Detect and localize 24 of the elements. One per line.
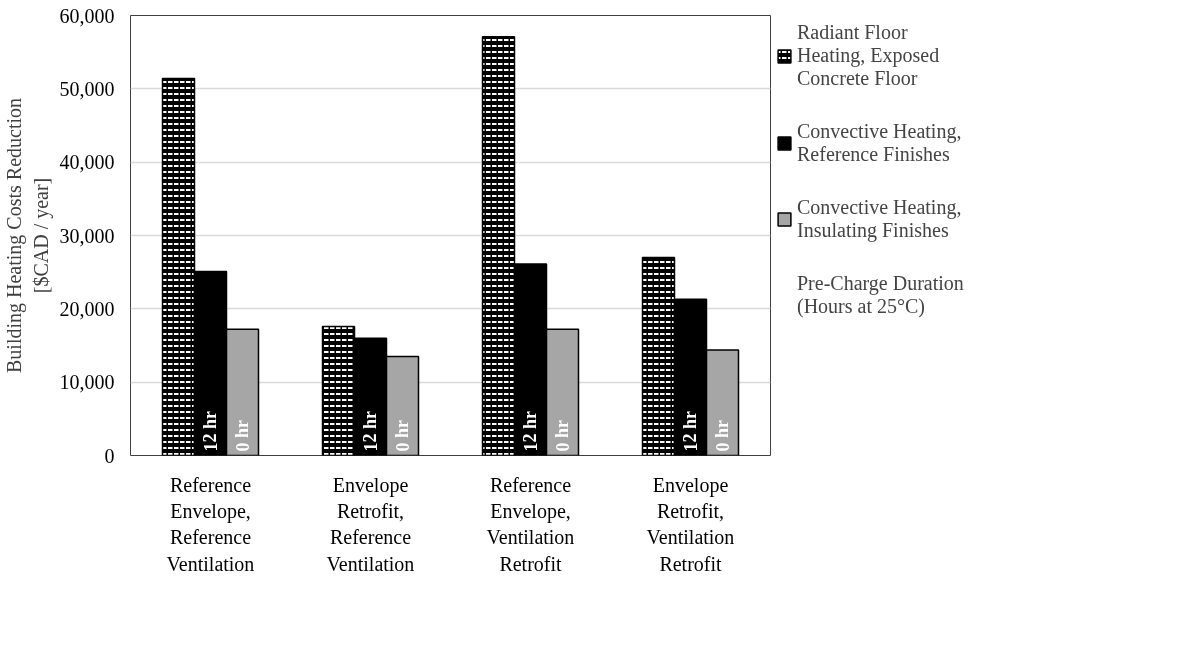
legend-label: Convective Heating, Reference Finishes [797,120,962,166]
y-tick-label: 30,000 [59,224,115,247]
annotation: 0 hr [232,419,253,452]
annotation: 0 hr [712,419,733,452]
y-tick-label: 60,000 [59,4,115,27]
y-tick-label: 40,000 [59,151,115,174]
x-tick-label: Envelope Retrofit, Reference Ventilation [326,473,415,575]
annotation: 12 hr [520,410,541,452]
legend-label: Radiant Floor Heating, Exposed Concrete Floor [797,21,940,90]
y-tick-label: 20,000 [59,297,115,320]
annotation: 12 hr [200,410,221,452]
annotation: 12 hr [360,410,381,452]
y-axis-title: Building Heating Costs Reduction [$CAD / year] [3,98,53,373]
annotation: 12 hr [680,410,701,452]
annotation: 0 hr [552,419,573,452]
text: Pre-Charge Duration (Hours at 25°C) [797,272,964,318]
x-tick-label: Envelope Retrofit, Ventilation Retrofit [646,473,735,575]
annotation: 0 hr [392,419,413,452]
x-tick-label: Reference Envelope, Reference Ventilation [166,473,255,575]
y-tick-label: 0 [104,444,115,467]
legend-label: Convective Heating, Insulating Finishes [797,196,962,242]
y-tick-label: 50,000 [59,77,115,100]
x-tick-label: Reference Envelope, Ventilation Retrofit [486,473,575,575]
y-tick-label: 10,000 [59,371,115,394]
